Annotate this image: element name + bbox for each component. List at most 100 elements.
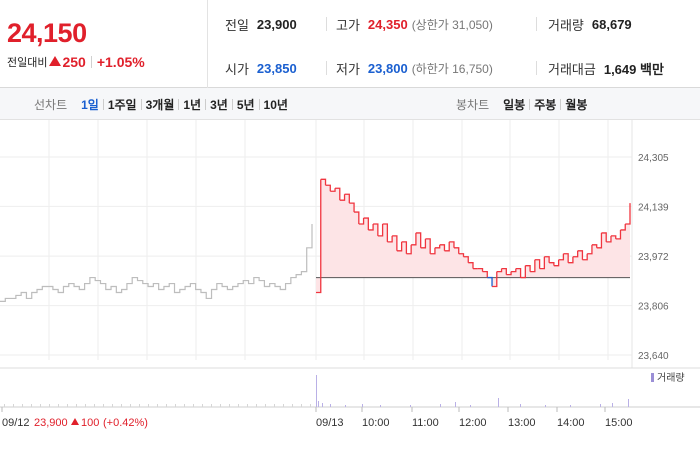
candle-chart-periods: 봉차트 일봉 주봉 월봉 (456, 88, 591, 120)
period-5y[interactable]: 5년 (236, 97, 255, 112)
volume-bar (148, 404, 149, 407)
quote-info-grid: 전일 23,900 고가 24,350 (상한가 31,050) 거래량 68,… (209, 0, 700, 88)
x-axis-label: 09/13 (316, 417, 344, 429)
today-line-segment (511, 268, 517, 273)
divider (140, 98, 142, 110)
period-1w[interactable]: 1주일 (107, 97, 137, 112)
today-line-segment (325, 184, 331, 192)
volume-bar (22, 404, 23, 407)
prev-close-value: 23,900 (256, 16, 297, 32)
today-line-segment (349, 202, 355, 213)
divider (102, 98, 104, 110)
volume-bar (67, 404, 68, 407)
price-summary: 24,150 전일대비 250 +1.05% (0, 0, 208, 88)
candle-chart-title: 봉차트 (456, 97, 490, 112)
divider (90, 56, 92, 68)
volume: 거래량 68,679 (548, 15, 632, 33)
x-axis-label: 14:00 (557, 417, 585, 429)
period-3y[interactable]: 3년 (210, 97, 228, 112)
today-line-segment (320, 178, 327, 186)
today-line-segment (534, 259, 541, 269)
today-line-segment (344, 193, 350, 204)
volume-bar (166, 404, 167, 407)
change-label: 전일대비 (7, 57, 48, 69)
y-tick-label: 23,806 (638, 302, 669, 313)
x-axis-label: 13:00 (508, 417, 536, 429)
today-line-segment (425, 238, 431, 254)
volume-bar (130, 404, 131, 407)
today-line-segment (572, 250, 579, 258)
today-line-segment (506, 271, 512, 276)
volume-bar (600, 404, 601, 407)
volume-bar (292, 404, 293, 407)
divider (326, 61, 327, 75)
prev-close: 전일 23,900 (225, 15, 297, 33)
open-value: 23,850 (256, 60, 297, 76)
price-chart-svg[interactable]: 24,305 24,139 23,972 23,806 23,640 거래량 09/12… (0, 120, 700, 450)
today-line-segment (582, 253, 588, 261)
volume-bar (455, 402, 456, 407)
y-axis-ticks: 24,305 24,139 23,972 23,806 23,640 (638, 153, 669, 362)
candle-daily[interactable]: 일봉 (503, 97, 526, 112)
today-line-segment (358, 218, 365, 225)
today-line-segment (496, 268, 503, 273)
period-3m[interactable]: 3개월 (145, 97, 175, 112)
y-tick-label: 24,305 (638, 153, 669, 164)
price-chart[interactable]: 24,305 24,139 23,972 23,806 23,640 거래량 09/12… (0, 120, 700, 450)
volume-bar (121, 404, 122, 407)
volume-bar (175, 404, 176, 407)
high-price: 고가 24,350 (상한가 31,050) (336, 15, 493, 33)
today-line-segment (553, 259, 560, 267)
today-line-segment (625, 203, 631, 225)
period-1d[interactable]: 1일 (81, 97, 99, 112)
candle-monthly[interactable]: 월봉 (565, 97, 588, 112)
volume-bar (139, 404, 140, 407)
today-line-segment (606, 235, 612, 243)
today-line-segment (339, 194, 346, 201)
open-price: 시가 23,850 (225, 59, 297, 77)
x-axis-label: 11:00 (412, 417, 439, 429)
volume-bar (498, 398, 499, 407)
volume-bar (94, 404, 95, 407)
today-line-segment (420, 238, 427, 249)
volume-bar (238, 404, 239, 407)
period-10y[interactable]: 10년 (263, 97, 288, 112)
today-line-segment (373, 223, 379, 236)
volume-bar (265, 404, 266, 407)
today-line-segment (615, 229, 622, 240)
x-axis-label: 12:00 (459, 417, 487, 429)
x-axis-label: 09/12 (2, 417, 30, 429)
today-line-segment (406, 244, 412, 255)
volume-bar (345, 405, 346, 407)
today-line-segment (415, 232, 422, 248)
today-line-segment (544, 256, 550, 263)
change-percent: +1.05% (96, 54, 145, 70)
volume-bar (440, 404, 441, 407)
up-triangle-icon (49, 56, 62, 66)
volume-bar (520, 404, 521, 407)
today-line-segment (396, 241, 403, 252)
today-line-segment (363, 217, 369, 230)
prev-pct-annotation: (+0.42%) (103, 417, 148, 429)
volume-bar (318, 401, 319, 407)
today-line-segment (530, 259, 536, 273)
current-price: 24,150 (7, 18, 87, 48)
divider (326, 17, 327, 31)
today-line-segment (539, 256, 546, 270)
volume-bar (184, 404, 185, 407)
candle-weekly[interactable]: 주봉 (534, 97, 557, 112)
upper-limit: (상한가 31,050) (411, 17, 493, 32)
today-line-segment (458, 253, 465, 257)
trade-amount: 거래대금 1,649 백만 (548, 59, 664, 77)
today-line-segment (596, 232, 603, 249)
today-line-segment (591, 244, 598, 248)
volume-bar (49, 404, 50, 407)
quote-header: 24,150 전일대비 250 +1.05% 전일 23,900 고가 24,3… (0, 0, 700, 88)
today-series (316, 178, 631, 294)
volume-bar (570, 405, 571, 407)
today-line-segment (449, 241, 455, 248)
period-1y[interactable]: 1년 (183, 97, 202, 112)
today-line-segment (477, 268, 484, 272)
low-price: 저가 23,800 (하한가 16,750) (336, 59, 493, 77)
today-line-segment (463, 256, 469, 263)
